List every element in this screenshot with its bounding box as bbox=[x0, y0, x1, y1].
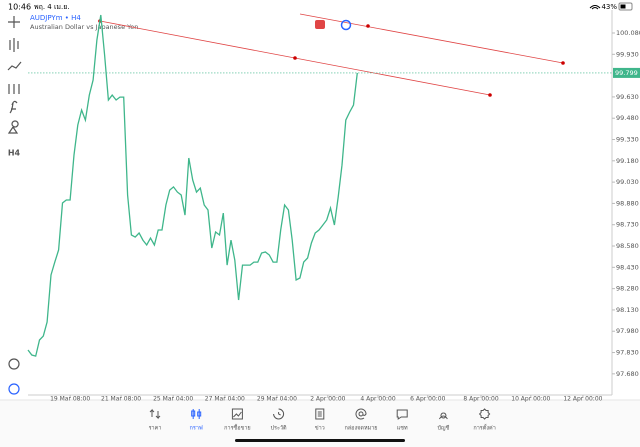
y-tick-label: 100.080 bbox=[616, 29, 640, 37]
nav-icon bbox=[315, 408, 325, 420]
trade-marker[interactable] bbox=[315, 20, 325, 29]
trendline-point[interactable] bbox=[366, 24, 370, 28]
nav-item[interactable]: การตั้งค่า bbox=[473, 408, 496, 432]
nav-item[interactable]: ข่าว bbox=[315, 408, 325, 432]
nav-icon bbox=[478, 408, 491, 420]
y-tick-label: 99.030 bbox=[616, 178, 639, 186]
search-tool[interactable] bbox=[8, 358, 20, 370]
crosshair-tool[interactable] bbox=[8, 16, 20, 28]
chart-title: AUDJPYm • H4 bbox=[30, 14, 81, 22]
trade-tool[interactable] bbox=[8, 383, 20, 395]
x-tick-label: 8 Apr 00:00 bbox=[463, 396, 498, 403]
trade-marker[interactable] bbox=[340, 19, 352, 31]
y-tick-label: 98.130 bbox=[616, 306, 639, 314]
x-tick-label: 2 Apr 00:00 bbox=[310, 396, 345, 403]
nav-icon bbox=[438, 412, 448, 420]
y-tick-label: 98.880 bbox=[616, 199, 639, 207]
x-tick-label: 10 Apr 00:00 bbox=[511, 396, 550, 403]
battery-icon bbox=[618, 2, 633, 11]
chart-subtitle: Australian Dollar vs Japanese Yen bbox=[30, 23, 138, 31]
timeframe[interactable]: H4 bbox=[8, 149, 21, 158]
nav-label: บัญชี bbox=[437, 425, 449, 432]
nav-icon bbox=[191, 409, 202, 419]
x-tick-label: 29 Mar 04:00 bbox=[257, 396, 297, 403]
nav-icon bbox=[396, 409, 408, 420]
y-tick-label: 99.180 bbox=[616, 157, 639, 165]
shapes-tool[interactable] bbox=[7, 120, 19, 134]
battery-level bbox=[620, 4, 626, 9]
nav-icon bbox=[273, 408, 285, 420]
x-tick-label: 4 Apr 00:00 bbox=[360, 396, 395, 403]
y-tick-label: 97.830 bbox=[616, 349, 639, 357]
left-toolbar bbox=[7, 16, 22, 395]
chart-type-tool[interactable] bbox=[7, 61, 22, 71]
trendline-point[interactable] bbox=[293, 56, 297, 60]
nav-label: ข่าว bbox=[315, 426, 325, 432]
current-price-label: 99.799 bbox=[615, 69, 638, 77]
price-line bbox=[27, 14, 358, 357]
nav-item[interactable]: ประวัติ bbox=[271, 408, 287, 432]
nav-icon bbox=[355, 408, 367, 420]
status-time: 10:46 bbox=[8, 3, 31, 12]
y-tick-label: 98.730 bbox=[616, 221, 639, 229]
wifi-icon bbox=[589, 5, 601, 10]
x-tick-label: 27 Mar 04:00 bbox=[205, 396, 245, 403]
y-tick-label: 99.330 bbox=[616, 136, 639, 144]
nav-label: ประวัติ bbox=[271, 425, 287, 432]
nav-label: กราฟ bbox=[190, 425, 203, 432]
trendline-point[interactable] bbox=[488, 93, 492, 97]
home-indicator bbox=[235, 439, 405, 442]
indicator-tool[interactable] bbox=[9, 38, 19, 52]
y-tick-label: 98.280 bbox=[616, 285, 639, 293]
nav-icon bbox=[231, 408, 243, 420]
status-date: พฤ. 4 เม.ย. bbox=[34, 3, 70, 11]
nav-item[interactable]: บัญชี bbox=[437, 412, 450, 432]
y-tick-label: 98.430 bbox=[616, 263, 639, 271]
function-tool[interactable] bbox=[9, 100, 18, 114]
y-tick-label: 97.680 bbox=[616, 370, 639, 378]
trendlines bbox=[98, 13, 565, 97]
nav-label: ราคา bbox=[149, 426, 162, 432]
nav-item[interactable]: การซื้อขาย bbox=[224, 408, 251, 432]
status-battery: 43% bbox=[601, 3, 617, 11]
settings-tool[interactable] bbox=[8, 84, 20, 94]
x-tick-label: 19 Mar 08:00 bbox=[50, 396, 90, 403]
nav-item[interactable]: ราคา bbox=[149, 408, 162, 432]
nav-item[interactable]: แชท bbox=[396, 409, 408, 432]
y-tick-label: 97.980 bbox=[616, 327, 639, 335]
trendline-point[interactable] bbox=[561, 61, 565, 65]
y-tick-label: 99.930 bbox=[616, 50, 639, 58]
current-price-tag bbox=[613, 67, 640, 78]
y-tick-label: 98.580 bbox=[616, 242, 639, 250]
nav-label: กล่องจดหมาย bbox=[344, 426, 377, 432]
nav-label: แชท bbox=[397, 425, 408, 432]
x-tick-label: 21 Mar 08:00 bbox=[101, 396, 141, 403]
x-tick-label: 25 Mar 04:00 bbox=[153, 396, 193, 403]
nav-label: การตั้งค่า bbox=[473, 424, 495, 432]
x-tick-label: 6 Apr 00:00 bbox=[410, 396, 445, 403]
y-tick-label: 99.630 bbox=[616, 93, 639, 101]
trendline[interactable] bbox=[299, 13, 564, 64]
nav-label: การซื้อขาย bbox=[224, 424, 250, 432]
nav-icon bbox=[149, 408, 161, 420]
nav-item[interactable]: กราฟ bbox=[190, 409, 203, 432]
nav-item[interactable]: กล่องจดหมาย bbox=[344, 408, 378, 432]
y-tick-label: 99.480 bbox=[616, 114, 639, 122]
x-tick-label: 12 Apr 00:00 bbox=[563, 396, 602, 403]
